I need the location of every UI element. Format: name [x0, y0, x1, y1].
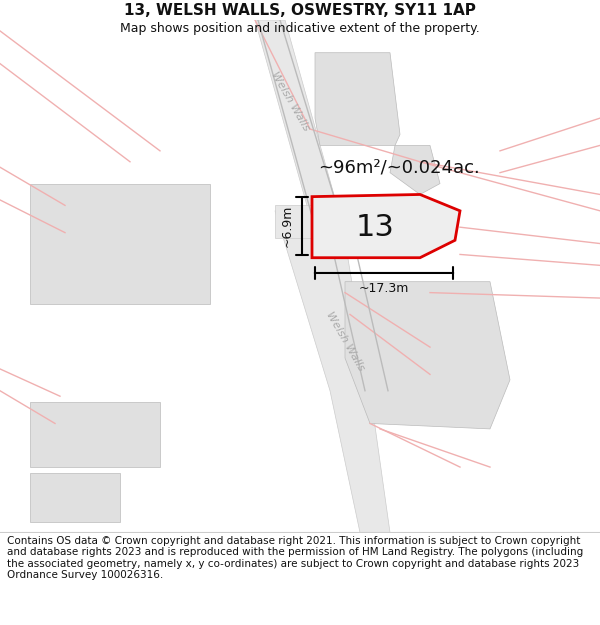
Text: 13: 13 [356, 213, 394, 242]
Polygon shape [312, 194, 460, 258]
Text: ~96m²/~0.024ac.: ~96m²/~0.024ac. [318, 158, 480, 176]
Polygon shape [345, 282, 510, 429]
Polygon shape [275, 206, 345, 238]
Polygon shape [315, 52, 400, 146]
Text: Welsh Walls: Welsh Walls [269, 71, 311, 133]
Text: Welsh Walls: Welsh Walls [324, 311, 366, 373]
Text: Contains OS data © Crown copyright and database right 2021. This information is : Contains OS data © Crown copyright and d… [7, 536, 583, 581]
Polygon shape [390, 146, 440, 194]
Text: Map shows position and indicative extent of the property.: Map shows position and indicative extent… [120, 22, 480, 35]
Polygon shape [30, 184, 210, 304]
Polygon shape [275, 211, 390, 532]
Polygon shape [30, 402, 160, 467]
Text: ~6.9m: ~6.9m [281, 205, 294, 248]
Text: 13, WELSH WALLS, OSWESTRY, SY11 1AP: 13, WELSH WALLS, OSWESTRY, SY11 1AP [124, 3, 476, 18]
Text: ~17.3m: ~17.3m [359, 282, 409, 295]
Polygon shape [30, 472, 120, 522]
Polygon shape [255, 20, 340, 216]
